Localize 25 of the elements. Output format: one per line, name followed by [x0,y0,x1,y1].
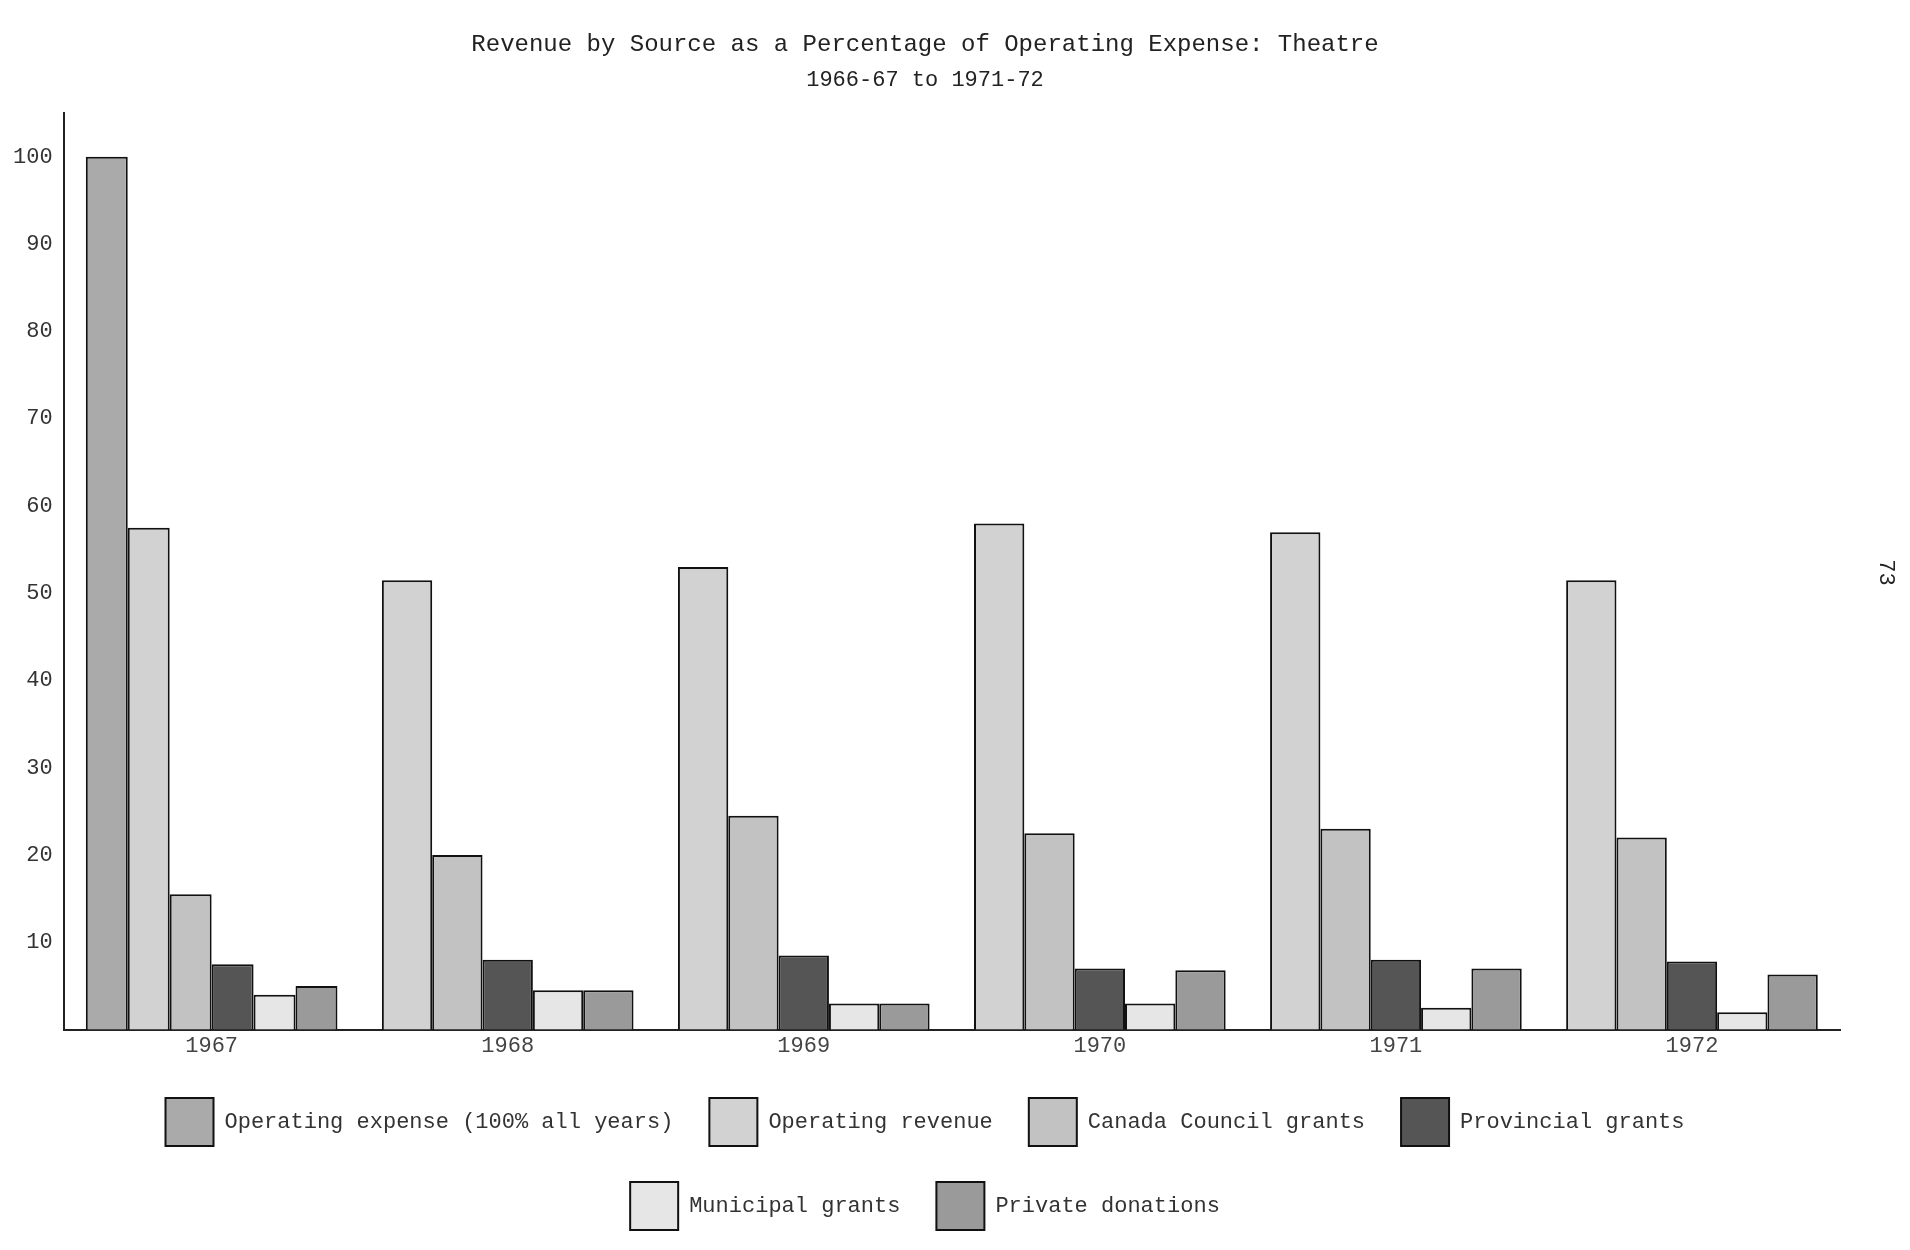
x-tick-label: 1970 [1073,1033,1127,1059]
legend-label: Municipal grants [689,1193,901,1219]
y-tick-label: 10 [26,930,53,956]
y-tick-label: 100 [13,144,53,170]
legend-label: Operating expense (100% all years) [224,1109,674,1135]
y-tick-label: 60 [26,493,53,519]
x-tick-label: 1967 [185,1033,239,1059]
y-tick-label: 70 [26,406,53,432]
y-tick-label: 50 [26,581,53,607]
chart-subtitle: 1966-67 to 1971-72 [806,67,1044,93]
legend-label: Provincial grants [1460,1109,1685,1135]
legend-label: Operating revenue [768,1109,993,1135]
x-tick-label: 1972 [1665,1033,1719,1059]
y-tick-label: 80 [26,319,53,345]
legend-label: Private donations [995,1193,1220,1219]
y-tick-label: 30 [26,755,53,781]
x-tick-label: 1969 [777,1033,831,1059]
text: 73 [1872,559,1898,586]
y-tick-label: 20 [26,842,53,868]
y-tick-label: 40 [26,668,53,694]
y-tick-label: 90 [26,231,53,257]
chart-title: Revenue by Source as a Percentage of Operating Expense: Theatre [471,30,1379,58]
x-tick-label: 1971 [1369,1033,1423,1059]
x-tick-label: 1968 [481,1033,535,1059]
legend-label: Canada Council grants [1087,1109,1366,1135]
